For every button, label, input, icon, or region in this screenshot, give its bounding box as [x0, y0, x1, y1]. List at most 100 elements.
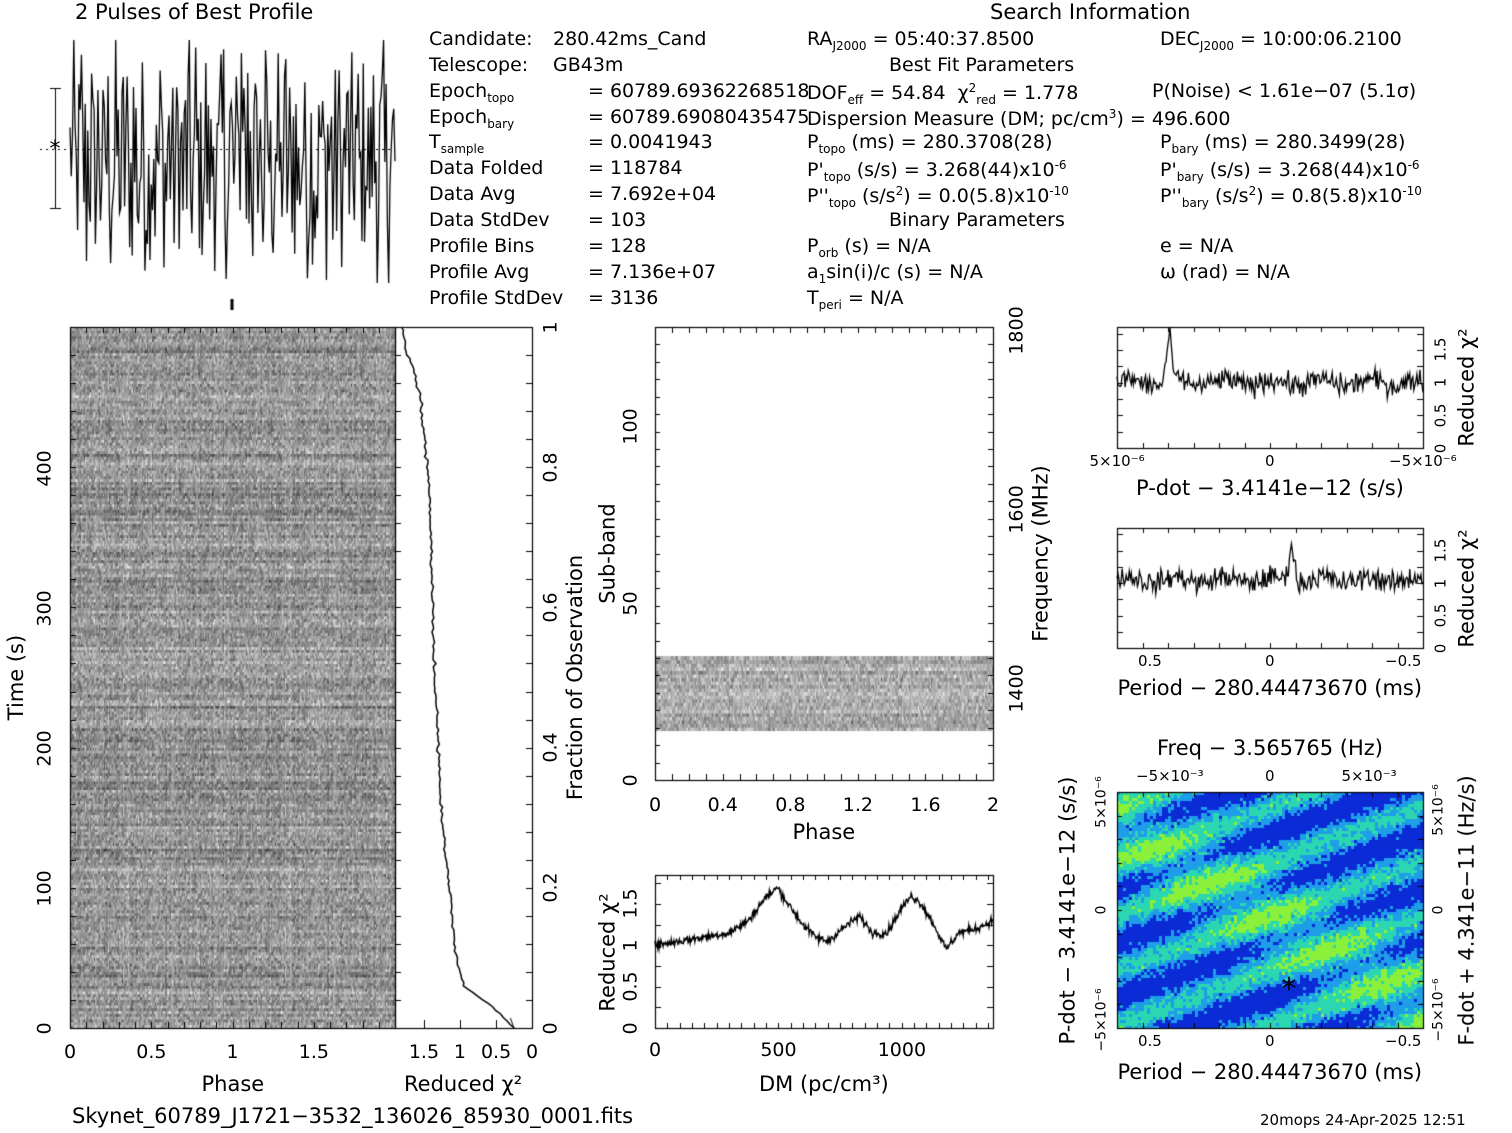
- p-bary-line: Pbary (ms) = 280.3499(28): [1160, 131, 1406, 156]
- dm-value: ) = 496.600: [1116, 108, 1231, 130]
- subband-xtick: 2: [987, 793, 1000, 816]
- tsample-label: Tsample: [429, 131, 485, 156]
- dec-value: = 10:00:06.2100: [1240, 28, 1402, 50]
- data-stddev-value: = 103: [588, 209, 647, 231]
- ppdot-title: Freq − 3.565765 (Hz): [1157, 735, 1383, 760]
- fraction-tick: 1: [539, 320, 562, 334]
- dm-line: Dispersion Measure (DM; pc/cm3) = 496.60…: [807, 107, 1231, 130]
- p-topo-line: Ptopo (ms) = 280.3708(28): [807, 131, 1053, 156]
- epoch-topo-label: Epochtopo: [429, 80, 515, 105]
- ppdot-top-tick: 0: [1265, 766, 1275, 785]
- best-fit-title: Best Fit Parameters: [889, 54, 1075, 76]
- a1sini-line: a1sin(i)/c (s) = N/A: [807, 261, 983, 286]
- ppdot-xtick: 0: [1265, 1031, 1275, 1050]
- search-info-title: Search Information: [990, 0, 1191, 24]
- ppdot-ytick: −5×10⁻⁶: [1093, 988, 1110, 1052]
- chi2-time-xtick: 0: [526, 1040, 539, 1063]
- time-phase-xlabel: Phase: [201, 1071, 265, 1096]
- candidate-label: Candidate:: [429, 28, 533, 50]
- fraction-axis-label: Fraction of Observation: [562, 554, 587, 800]
- pdot-chi2-ylabel: Reduced χ²: [1454, 328, 1479, 447]
- period-chi2-ylabel: Reduced χ²: [1454, 528, 1479, 648]
- period-chi2-xtick: 0.5: [1138, 651, 1162, 670]
- telescope-value: GB43m: [553, 54, 624, 76]
- pdd-topo-line: P''topo (s/s2) = 0.0(5.8)x10-10: [807, 184, 1069, 210]
- porb-value: (s) = N/A: [844, 235, 931, 257]
- fraction-tick: 0.8: [539, 452, 562, 483]
- ppdot-top-tick: −5×10⁻³: [1136, 766, 1204, 785]
- candidate-value: 280.42ms_Cand: [553, 28, 707, 50]
- pdot-chi2-xlabel: P-dot − 3.4141e−12 (s/s): [1136, 475, 1404, 500]
- pdot-chi2-xtick: −5×10⁻⁶: [1389, 451, 1457, 470]
- pdot-chi2-ytick: 1.5: [1431, 337, 1450, 362]
- subband-ytick: 100: [619, 407, 642, 445]
- time-phase-xtick: 0: [64, 1040, 77, 1063]
- period-chi2-xlabel: Period − 280.44473670 (ms): [1117, 675, 1423, 700]
- time-phase-ytick: 100: [33, 869, 56, 907]
- pd-bary-value: (s/s) = 3.268(44)x10: [1209, 159, 1408, 181]
- ra-line: RAJ2000 = 05:40:37.8500: [807, 28, 1035, 53]
- subband-xtick: 1.6: [910, 793, 941, 816]
- fraction-tick: 0: [539, 1021, 562, 1035]
- dm-xlabel: DM (pc/cm³): [759, 1071, 889, 1096]
- binary-title: Binary Parameters: [889, 209, 1065, 231]
- freq-axis-label: Frequency (MHz): [1028, 464, 1053, 642]
- ppdot-right-tick: −5×10⁻⁶: [1430, 978, 1447, 1042]
- pdot-chi2-xtick: 5×10⁻⁶: [1089, 451, 1145, 470]
- p-topo-value: (ms) = 280.3708(28): [851, 131, 1053, 153]
- dm-ytick: 0: [619, 1021, 642, 1035]
- time-phase-ytick: 0: [33, 1021, 56, 1035]
- footer-stamp: 20mops 24-Apr-2025 12:51: [1260, 1111, 1466, 1129]
- ppdot-right-tick: 5×10⁻⁶: [1430, 784, 1447, 836]
- fraction-tick: 0.2: [539, 872, 562, 903]
- porb-line: Porb (s) = N/A: [807, 235, 931, 260]
- pd-topo-exp: -6: [1054, 158, 1067, 172]
- epoch-topo-value: = 60789.69362268518: [588, 80, 810, 102]
- pd-bary-line: P'bary (s/s) = 3.268(44)x10-6: [1160, 158, 1420, 184]
- freq-tick: 1600: [1005, 484, 1028, 534]
- freq-tick: 1800: [1005, 305, 1028, 355]
- subband-xlabel: Phase: [792, 819, 856, 844]
- chi2-time-xtick: 1: [453, 1040, 466, 1063]
- dm-ytick: 1.5: [619, 888, 642, 920]
- time-phase-ylabel: Time (s): [3, 634, 28, 720]
- time-phase-xtick: 0.5: [136, 1040, 167, 1063]
- subband-ylabel: Sub-band: [595, 502, 620, 604]
- ppdot-ylabel: P-dot − 3.4141e−12 (s/s): [1055, 776, 1080, 1044]
- dm-xtick: 1000: [877, 1038, 927, 1061]
- telescope-label: Telescope:: [429, 54, 529, 76]
- dm-label: Dispersion Measure (DM; pc/cm: [807, 108, 1109, 130]
- ppdot-right-label: F-dot + 4.341e−11 (Hz/s): [1454, 774, 1479, 1046]
- time-phase-xtick: 1.5: [298, 1040, 329, 1063]
- profile-title: 2 Pulses of Best Profile: [75, 0, 314, 24]
- ppdot-xtick: −0.5: [1385, 1031, 1422, 1050]
- time-phase-ytick: 300: [33, 589, 56, 627]
- period-chi2-ytick: 1: [1431, 578, 1450, 588]
- chi2-time-xtick: 0.5: [480, 1040, 512, 1063]
- e-value: e = N/A: [1160, 235, 1234, 257]
- ppdot-xtick: 0.5: [1138, 1031, 1162, 1050]
- period-chi2-ytick: 0.5: [1431, 603, 1450, 628]
- ppdot-top-tick: 5×10⁻³: [1341, 766, 1397, 785]
- subband-ytick: 50: [619, 590, 642, 616]
- subband-xtick: 0: [649, 793, 662, 816]
- subband-xtick: 1.2: [842, 793, 874, 816]
- ppdot-ytick: 5×10⁻⁶: [1093, 776, 1110, 828]
- subband-xtick: 0.8: [775, 793, 806, 816]
- dm-ylabel: Reduced χ²: [595, 892, 620, 1012]
- pd-topo-line: P'topo (s/s) = 3.268(44)x10-6: [807, 158, 1067, 184]
- tperi-line: Tperi = N/A: [807, 287, 904, 312]
- pd-bary-exp: -6: [1407, 158, 1420, 172]
- pdd-topo-exp: -10: [1049, 184, 1069, 198]
- p-bary-value: (ms) = 280.3499(28): [1204, 131, 1406, 153]
- dm-xtick: 0: [649, 1038, 662, 1061]
- ppdot-best-marker: *: [1281, 972, 1297, 1007]
- subband-xtick: 0.4: [707, 793, 738, 816]
- period-chi2-ytick: 1.5: [1431, 538, 1450, 563]
- dm-ytick: 0.5: [619, 971, 642, 1002]
- time-phase-ytick: 400: [33, 449, 56, 487]
- period-chi2-xtick: 0: [1265, 651, 1275, 670]
- dof-line: DOFeff = 54.84 χ2red = 1.778: [807, 81, 1079, 107]
- dec-line: DECJ2000 = 10:00:06.2100: [1160, 28, 1402, 53]
